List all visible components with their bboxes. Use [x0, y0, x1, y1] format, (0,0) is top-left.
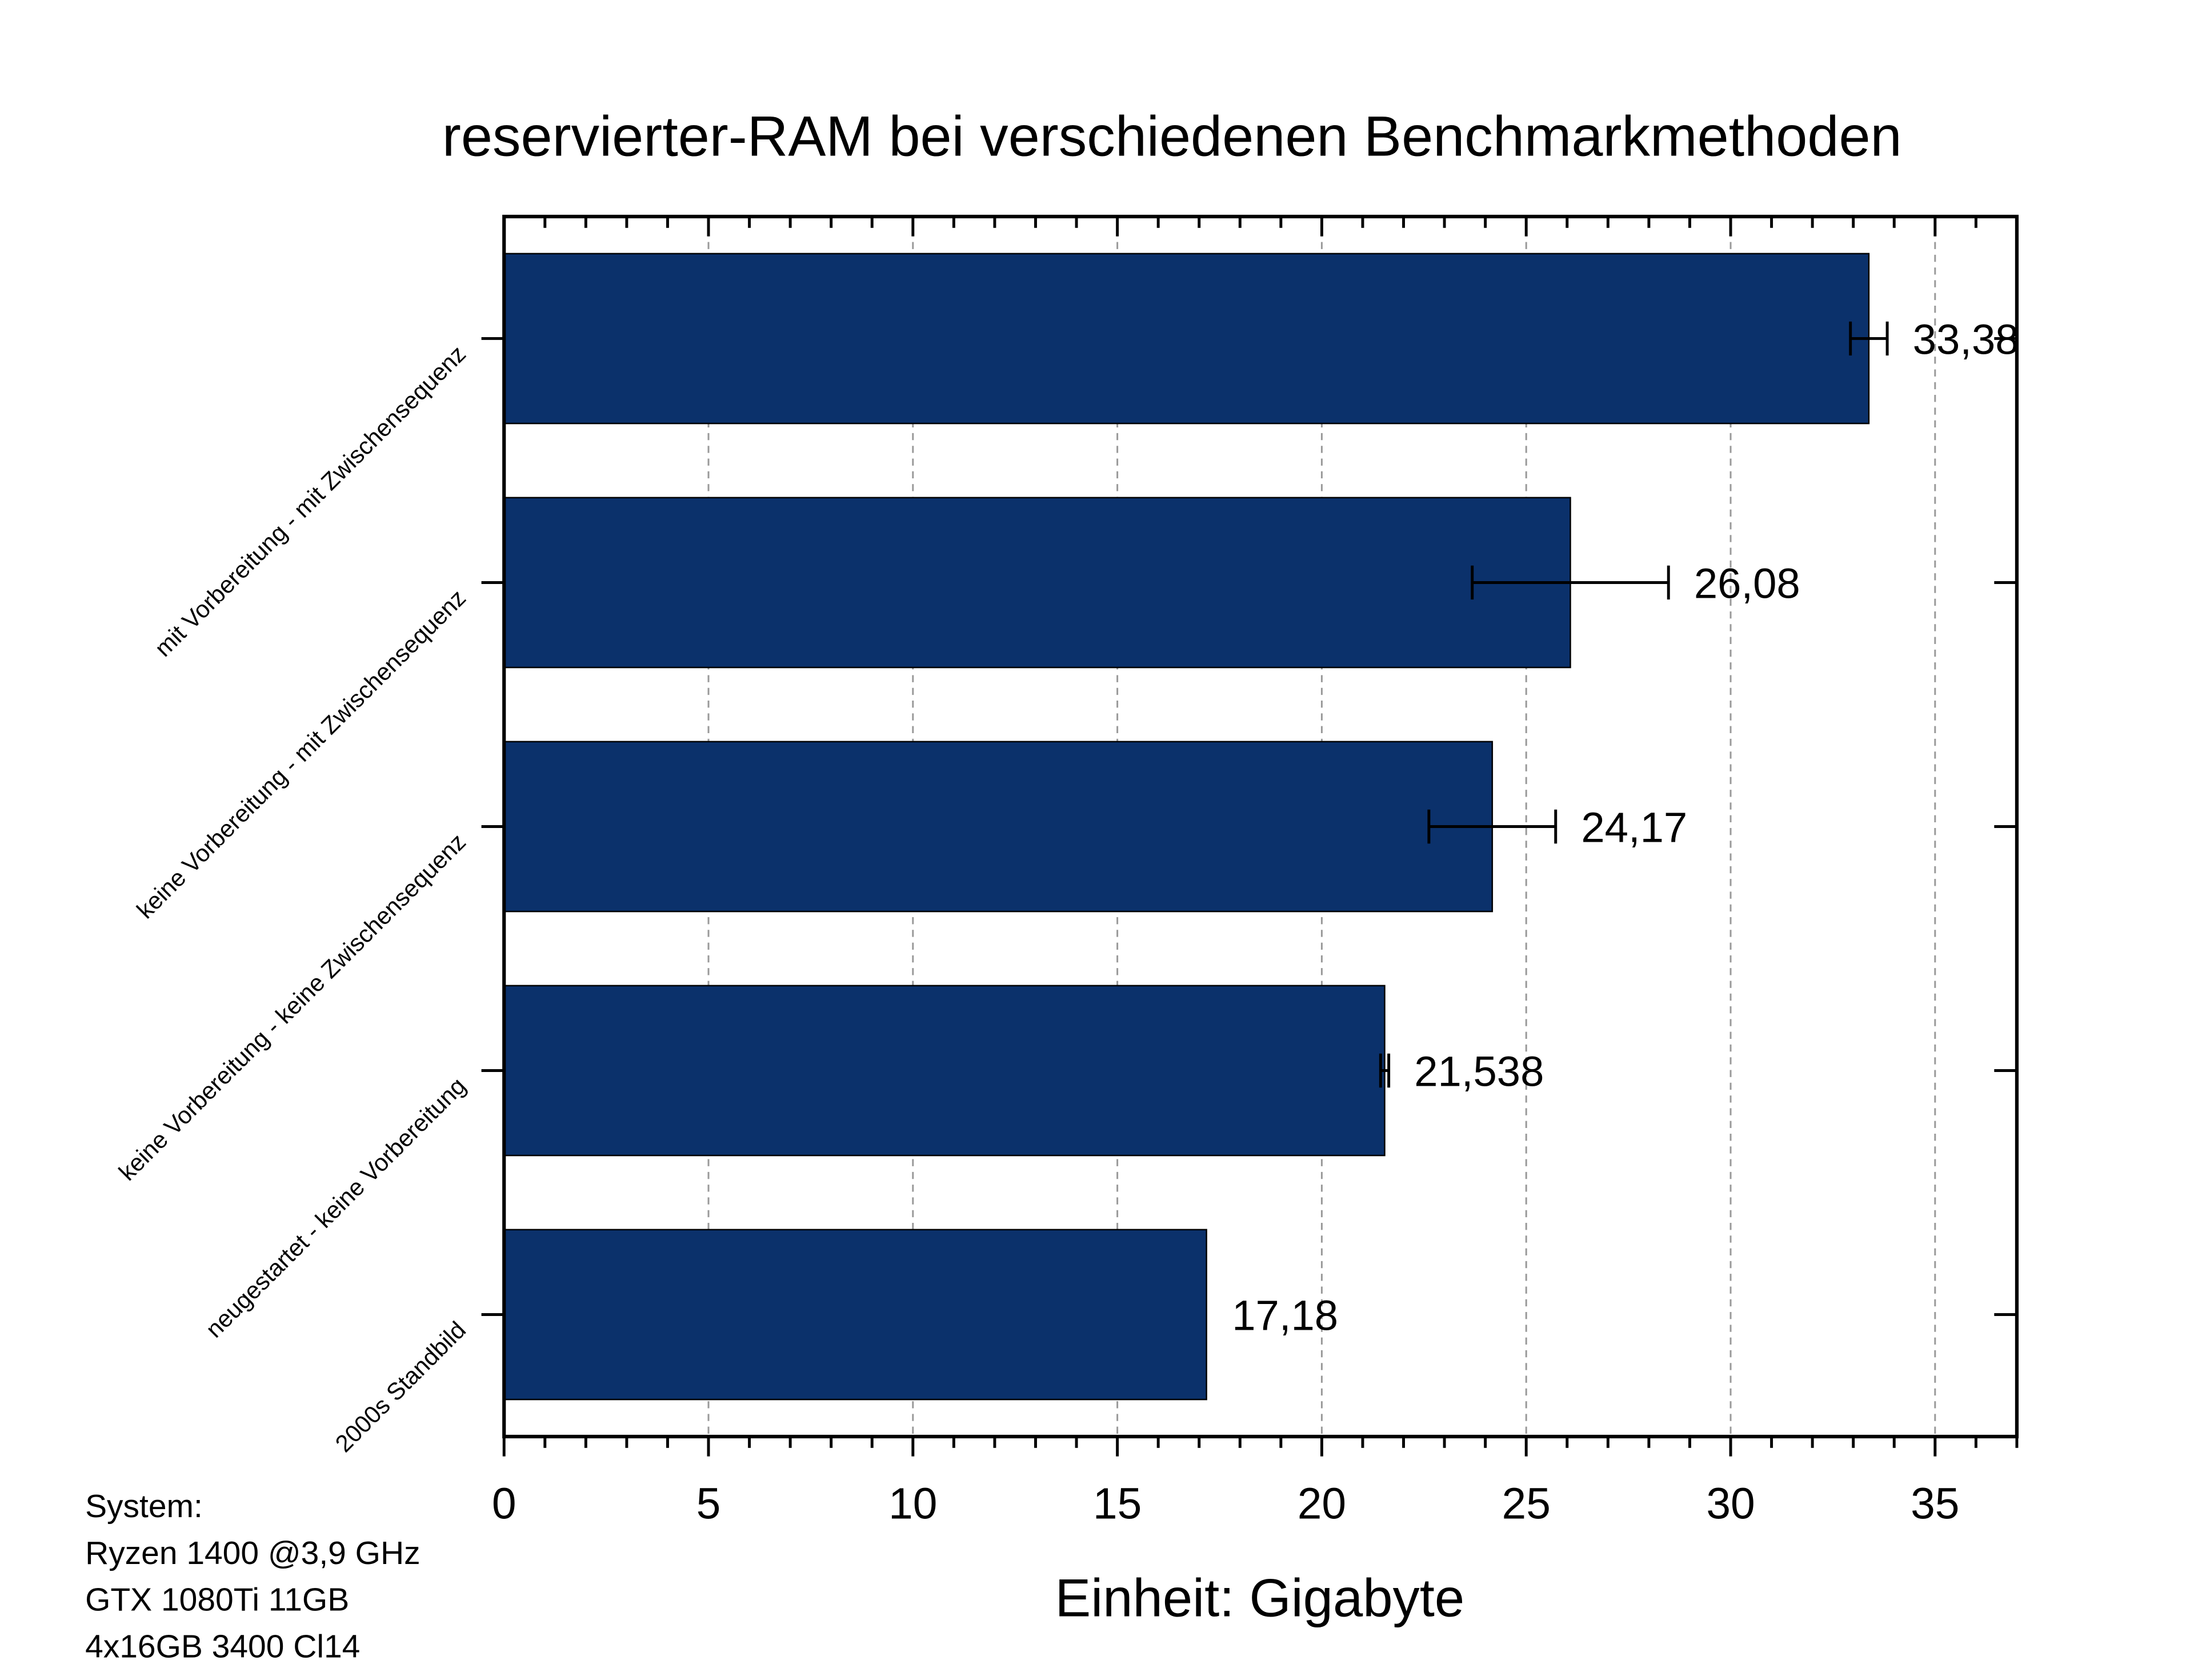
ticks: [481, 216, 2019, 1457]
x-tick-label: 30: [1706, 1479, 1755, 1529]
data-label: 33,38: [1913, 316, 2019, 363]
x-tick-label: 5: [696, 1479, 721, 1529]
x-tick-label: 0: [492, 1479, 517, 1529]
bar: [503, 741, 1494, 913]
annotation-line: 4x16GB 3400 Cl14: [85, 1628, 360, 1665]
bar: [503, 1229, 1207, 1401]
x-tick-label: 10: [888, 1479, 937, 1529]
x-axis-label: Einheit: Gigabyte: [1055, 1568, 1464, 1628]
x-tick-label: 15: [1093, 1479, 1142, 1529]
annotation-line: System:: [85, 1488, 203, 1525]
data-label: 24,17: [1581, 804, 1687, 851]
data-label: 17,18: [1232, 1292, 1338, 1339]
chart-title: reservierter-RAM bei verschiedenen Bench…: [442, 104, 1902, 167]
annotation-line: Ryzen 1400 @3,9 GHz: [85, 1535, 420, 1571]
bar: [503, 253, 1870, 425]
x-tick-label: 35: [1911, 1479, 1959, 1529]
category-label: neugestartet - keine Vorbereitung: [201, 1072, 471, 1342]
annotation-line: GTX 1080Ti 11GB: [85, 1582, 349, 1618]
bars: [503, 253, 1889, 1401]
data-label: 26,08: [1694, 560, 1800, 607]
x-tick-label: 20: [1298, 1479, 1346, 1529]
bar: [503, 985, 1386, 1157]
x-tick-label: 25: [1502, 1479, 1551, 1529]
category-label: 2000s Standbild: [330, 1316, 471, 1457]
system-annotation: System: Ryzen 1400 @3,9 GHz GTX 1080Ti 1…: [85, 1488, 420, 1665]
bar: [503, 497, 1571, 669]
data-label: 21,538: [1414, 1048, 1544, 1095]
